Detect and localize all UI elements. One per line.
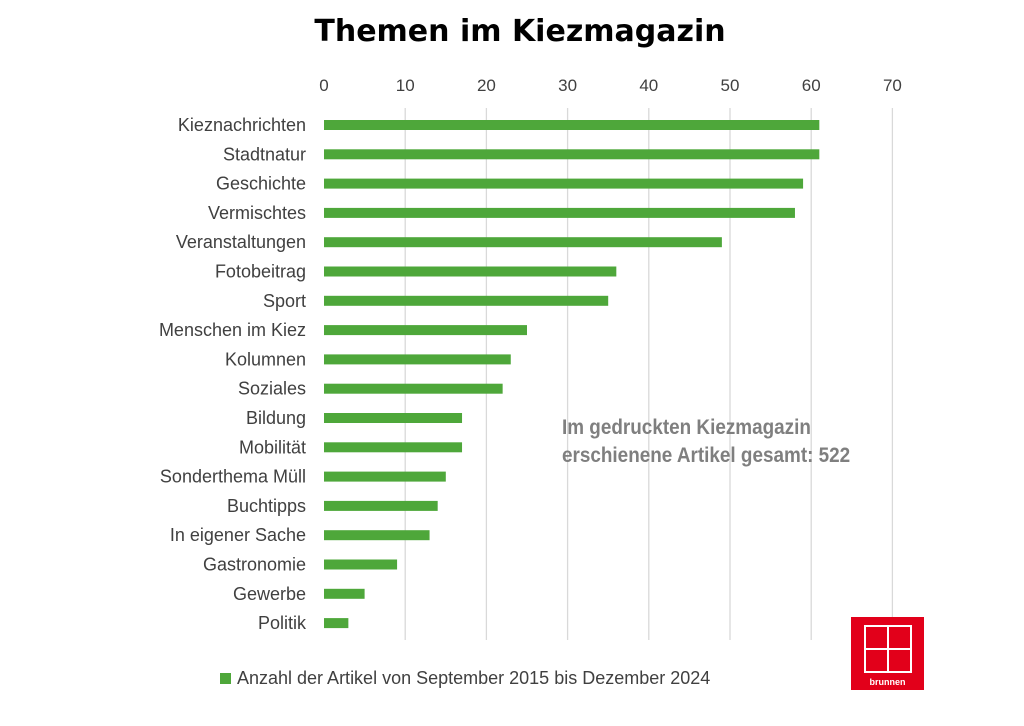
x-axis-ticks: 0 10 20 30 40 50 60 70 — [319, 76, 902, 95]
bar — [324, 442, 463, 453]
bar — [324, 207, 795, 218]
category-label: Menschen im Kiez — [159, 320, 306, 340]
annotation-line-1: Im gedruckten Kiezmagazin — [562, 416, 811, 439]
category-label: Gastronomie — [203, 555, 306, 575]
category-label: Vermischtes — [208, 203, 306, 223]
gridlines — [404, 108, 894, 640]
category-label: Veranstaltungen — [176, 232, 306, 252]
category-label: Sport — [263, 291, 306, 311]
bar — [324, 588, 365, 599]
total-annotation: Im gedruckten Kiezmagazin erschienene Ar… — [562, 414, 850, 470]
bar — [324, 178, 804, 189]
bar — [324, 354, 511, 365]
x-tick-label: 70 — [883, 76, 902, 95]
x-tick-label: 30 — [558, 76, 577, 95]
bar — [324, 530, 430, 541]
x-tick-label: 10 — [396, 76, 415, 95]
legend: Anzahl der Artikel von September 2015 bi… — [220, 668, 710, 689]
bar — [324, 471, 446, 482]
bar — [324, 500, 438, 511]
category-labels: Kieznachrichten Stadtnatur Geschichte Vermi… — [159, 115, 307, 633]
x-tick-label: 60 — [802, 76, 821, 95]
category-label: Sonderthema Müll — [160, 467, 306, 487]
chart-title: Themen im Kiezmagazin — [314, 14, 726, 49]
x-tick-label: 20 — [477, 76, 496, 95]
bars — [324, 120, 820, 629]
category-label: Geschichte — [216, 174, 306, 194]
category-label: Kieznachrichten — [178, 115, 306, 135]
category-label: In eigener Sache — [170, 525, 306, 545]
annotation-line-2: erschienene Artikel gesamt: 522 — [562, 444, 851, 467]
category-label: Mobilität — [239, 437, 306, 457]
legend-swatch — [220, 673, 231, 684]
category-label: Soziales — [238, 379, 306, 399]
bar — [324, 383, 503, 394]
bar — [324, 149, 820, 160]
logo-text: brunnen — [869, 677, 906, 687]
category-label: Stadtnatur — [223, 144, 306, 164]
bar — [324, 618, 349, 629]
x-tick-label: 50 — [721, 76, 740, 95]
bar — [324, 237, 722, 248]
bar — [324, 413, 463, 423]
bar — [324, 120, 820, 130]
bar — [324, 325, 527, 336]
category-label: Bildung — [246, 408, 306, 428]
brunnen-logo: brunnen — [851, 617, 924, 690]
bar — [324, 295, 609, 306]
logo-window-icon — [864, 625, 912, 673]
category-label: Kolumnen — [225, 349, 306, 369]
bar — [324, 266, 617, 277]
bar — [324, 559, 398, 570]
category-label: Gewerbe — [233, 584, 306, 604]
category-label: Politik — [258, 613, 307, 633]
x-tick-label: 40 — [639, 76, 658, 95]
legend-label: Anzahl der Artikel von September 2015 bi… — [237, 668, 711, 688]
x-tick-label: 0 — [319, 76, 328, 95]
category-label: Fotobeitrag — [215, 262, 306, 282]
category-label: Buchtipps — [227, 496, 306, 516]
